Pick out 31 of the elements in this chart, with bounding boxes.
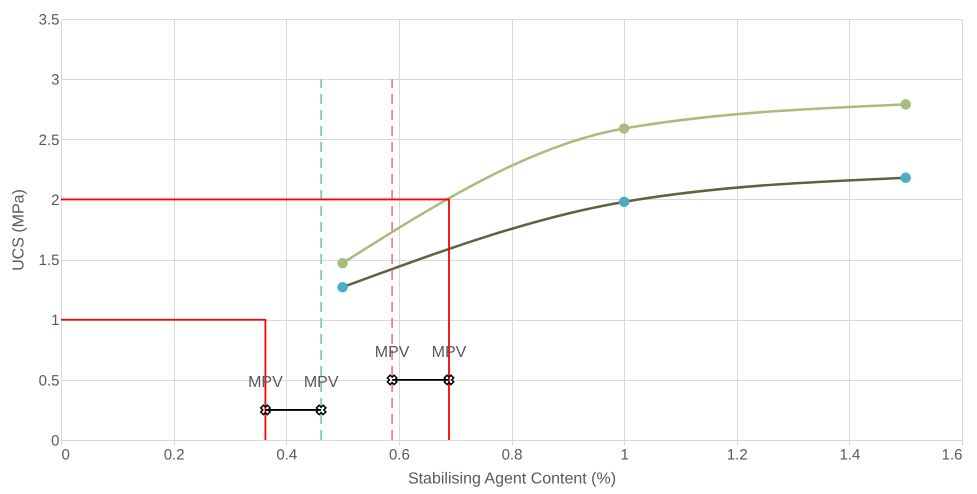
y-tick-label: 3.5 [38, 12, 60, 28]
x-tick-label: 0.8 [502, 446, 522, 464]
y-tick-label: 0 [51, 432, 60, 450]
x-tick-label: 0.4 [276, 446, 298, 464]
x-tick-label: 0.6 [388, 446, 410, 464]
point [260, 404, 271, 416]
y-tick-label: 1 [51, 312, 60, 330]
y-tick-label: 3 [51, 72, 60, 89]
point [618, 123, 630, 134]
x-tick-label: 1 [620, 446, 629, 464]
point [618, 196, 630, 208]
x-tick-label: 0 [62, 446, 70, 464]
x-axis-title: Stabilising Agent Content (%) [408, 470, 616, 488]
x-tick-label: 1.4 [839, 446, 860, 464]
y-axis-title: UCS (MPa) [10, 189, 28, 271]
point [900, 172, 911, 184]
y-tick-label: 2 [51, 192, 60, 209]
point [900, 99, 911, 110]
point [316, 404, 327, 416]
y-tick-label: 0.5 [38, 372, 60, 390]
annotation: MPV [304, 374, 339, 391]
y-tick-label: 1.5 [38, 252, 60, 270]
annotation: MPV [374, 344, 410, 361]
point [337, 258, 348, 268]
x-tick-label: 0.2 [164, 446, 185, 464]
x-tick-label: 1.6 [942, 446, 962, 464]
y-tick-label: 2.5 [38, 132, 60, 149]
point [386, 374, 398, 386]
x-tick-label: 1.2 [726, 446, 748, 464]
point [337, 282, 348, 292]
point [444, 374, 454, 386]
